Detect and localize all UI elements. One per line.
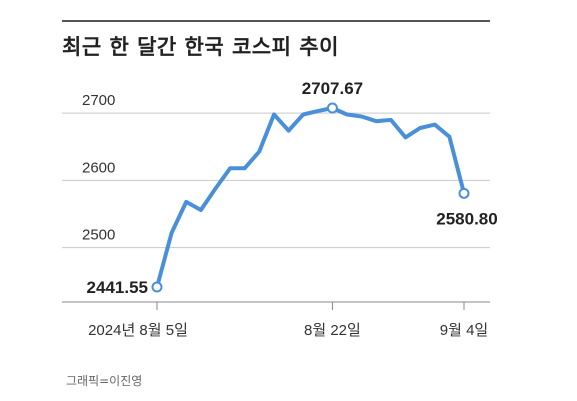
- kospi-series-line: [155, 106, 466, 289]
- value-label-12: 2707.67: [302, 79, 363, 98]
- x-tick-marks: 2024년 8월 5일 8월 22일 9월 4일: [88, 302, 488, 339]
- chart-title: 최근 한 달간 한국 코스피 추이: [62, 35, 339, 59]
- x-tick-label: 9월 4일: [440, 322, 488, 339]
- data-point-layer: [151, 102, 470, 293]
- top-rule: [62, 20, 490, 22]
- label-layer: 2441.55 2707.67 2580.80: [87, 79, 498, 297]
- data-point-0: [151, 281, 163, 293]
- series-line-layer: [155, 106, 466, 289]
- value-label-21: 2580.80: [436, 209, 497, 228]
- data-point-12: [326, 102, 338, 114]
- x-tick-label: 2024년 8월 5일: [88, 322, 188, 339]
- graphic-credit: 그래픽=이진영: [66, 374, 143, 388]
- value-label-0: 2441.55: [87, 278, 148, 297]
- y-tick-label-2600: 2600: [82, 159, 115, 176]
- x-tick-label: 8월 22일: [304, 322, 361, 339]
- data-point-21: [458, 187, 470, 199]
- grid-lines: 2500 2600 2700: [62, 92, 490, 303]
- y-tick-label-2700: 2700: [82, 92, 115, 109]
- y-tick-label-2500: 2500: [82, 227, 115, 244]
